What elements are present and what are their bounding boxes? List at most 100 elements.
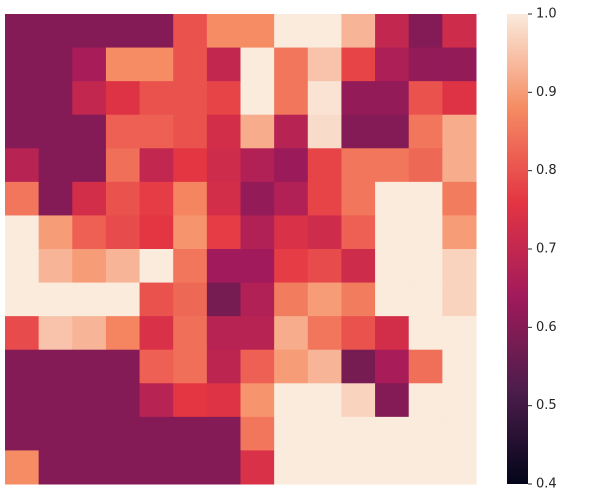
heatmap-cell (72, 349, 107, 384)
heatmap-cell (307, 282, 342, 317)
heatmap-cell (206, 114, 241, 149)
heatmap-cell (274, 114, 309, 149)
heatmap-cell (442, 47, 477, 82)
heatmap-cell (173, 450, 208, 485)
heatmap-cell (307, 114, 342, 149)
heatmap-cell (139, 181, 174, 216)
heatmap-cell (274, 47, 309, 82)
heatmap-cell (72, 14, 107, 49)
heatmap-cell (72, 47, 107, 82)
heatmap-cell (72, 282, 107, 317)
heatmap-cell (105, 450, 141, 485)
heatmap-cell (105, 148, 141, 183)
heatmap-cell (173, 416, 208, 451)
heatmap-cell (408, 383, 443, 418)
heatmap-cell (5, 249, 40, 284)
heatmap-cell (5, 81, 40, 116)
heatmap-cell (442, 349, 477, 384)
heatmap-cell (105, 14, 141, 49)
heatmap-cell (5, 14, 40, 49)
heatmap-cell (139, 316, 174, 351)
heatmap-cell (105, 383, 141, 418)
colorbar-tick-label: 0.5 (536, 398, 557, 413)
heatmap-cell (5, 148, 40, 183)
heatmap-cell (341, 383, 376, 418)
heatmap-cell (341, 450, 376, 485)
heatmap-cell (442, 215, 477, 250)
heatmap-cell (206, 450, 241, 485)
heatmap-cell (5, 316, 40, 351)
heatmap-cell (240, 282, 275, 317)
heatmap-cell (341, 47, 376, 82)
heatmap-cell (375, 148, 410, 183)
colorbar-tick-label: 0.6 (536, 320, 557, 335)
heatmap-cell (307, 316, 342, 351)
heatmap-cell (274, 14, 309, 49)
heatmap-cell (38, 47, 73, 82)
heatmap-cell (240, 14, 275, 49)
heatmap-cell (274, 181, 309, 216)
heatmap-cell (408, 416, 443, 451)
heatmap-cell (375, 114, 410, 149)
heatmap-cell (173, 148, 208, 183)
heatmap-cell (274, 249, 309, 284)
heatmap-cell (240, 148, 275, 183)
heatmap-cell (5, 114, 40, 149)
heatmap-cell (139, 450, 174, 485)
heatmap-cell (375, 316, 410, 351)
heatmap-cell (105, 81, 141, 116)
heatmap-cell (375, 416, 410, 451)
heatmap-cell (139, 114, 174, 149)
heatmap-cell (341, 114, 376, 149)
heatmap-cell (341, 349, 376, 384)
heatmap-cell (38, 383, 73, 418)
heatmap-cell (408, 14, 443, 49)
heatmap-cell (442, 450, 477, 485)
heatmap-cell (72, 383, 107, 418)
heatmap-cell (139, 282, 174, 317)
heatmap-cell (173, 181, 208, 216)
heatmap-cell (105, 215, 141, 250)
heatmap-cell (139, 47, 174, 82)
heatmap-cell (307, 450, 342, 485)
heatmap-cell (442, 383, 477, 418)
heatmap-cell (206, 81, 241, 116)
heatmap-cell (442, 249, 477, 284)
heatmap-cell (206, 316, 241, 351)
heatmap-cell (5, 47, 40, 82)
heatmap-cell (307, 148, 342, 183)
heatmap-cell (408, 215, 443, 250)
heatmap-cell (139, 383, 174, 418)
heatmap-cell (173, 14, 208, 49)
heatmap-cell (139, 81, 174, 116)
heatmap-cell (274, 383, 309, 418)
colorbar (507, 14, 528, 484)
heatmap-cell (307, 47, 342, 82)
heatmap-cell (139, 249, 174, 284)
heatmap-cell (240, 316, 275, 351)
heatmap-cell (105, 114, 141, 149)
heatmap-cell (307, 81, 342, 116)
heatmap-cell (5, 450, 40, 485)
heatmap-cell (375, 215, 410, 250)
heatmap-cell (240, 215, 275, 250)
heatmap-cell (375, 383, 410, 418)
heatmap-cell (240, 383, 275, 418)
heatmap-cell (408, 47, 443, 82)
heatmap-cell (38, 282, 73, 317)
heatmap-cell (442, 14, 477, 49)
heatmap-cell (442, 316, 477, 351)
heatmap-cell (274, 316, 309, 351)
heatmap-cell (206, 215, 241, 250)
heatmap-cell (408, 349, 443, 384)
heatmap-cell (341, 316, 376, 351)
heatmap-cell (72, 416, 107, 451)
heatmap-cell (375, 181, 410, 216)
heatmap-cell (38, 114, 73, 149)
colorbar-tick-label: 1.0 (536, 7, 557, 22)
heatmap-cell (38, 416, 73, 451)
heatmap-cell (442, 282, 477, 317)
heatmap-cell (105, 282, 141, 317)
heatmap-cell (5, 349, 40, 384)
